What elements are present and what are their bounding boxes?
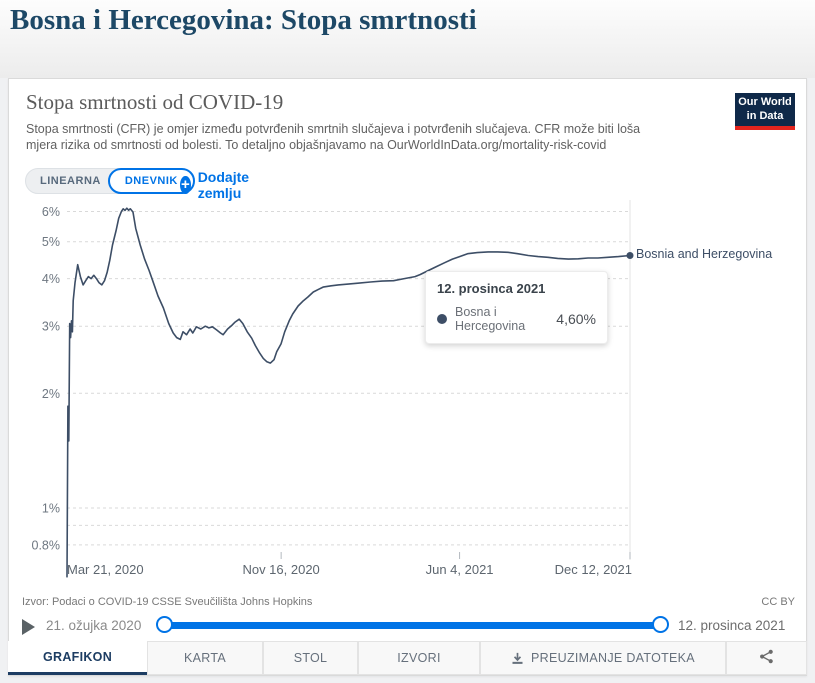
series-endpoint-label: Bosnia and Herzegovina — [636, 247, 773, 262]
chart-title: Stopa smrtnosti od COVID-19 — [26, 90, 284, 114]
owid-logo-line-2: in Data — [746, 110, 784, 122]
svg-text:1%: 1% — [42, 502, 60, 516]
tooltip-entity: Bosna i Hercegovina — [455, 305, 526, 333]
svg-text:0.8%: 0.8% — [32, 538, 61, 552]
share-icon — [759, 649, 774, 667]
add-country-label: Dodajte zemlju — [197, 169, 250, 201]
scale-linear-button[interactable]: LINEARNA — [25, 168, 118, 194]
svg-text:4%: 4% — [42, 272, 60, 286]
download-icon — [511, 652, 524, 665]
svg-text:Dec 12, 2021: Dec 12, 2021 — [555, 562, 632, 577]
tooltip-date: 12. prosinca 2021 — [437, 281, 546, 296]
timeline-track[interactable] — [164, 622, 660, 629]
timeline-end-date: 12. prosinca 2021 — [678, 618, 786, 633]
svg-text:3%: 3% — [42, 320, 60, 334]
owid-logo[interactable]: Our World in Data — [735, 93, 795, 130]
source-text: Izvor: Podaci o COVID-19 CSSE Sveučilišt… — [22, 596, 313, 608]
add-country-button[interactable]: + Dodajte zemlju — [180, 169, 256, 201]
tab-grafikon[interactable]: GRAFIKON — [8, 641, 147, 675]
series-color-dot — [437, 314, 447, 324]
source-row: Izvor: Podaci o COVID-19 CSSE Sveučilišt… — [22, 596, 795, 608]
svg-text:Mar 21, 2020: Mar 21, 2020 — [67, 562, 144, 577]
tab-stol[interactable]: STOL — [263, 641, 358, 675]
tab-bar: GRAFIKON KARTA STOL IZVORI PREUZIMANJE D… — [8, 641, 807, 675]
svg-text:2%: 2% — [42, 387, 60, 401]
plus-icon: + — [180, 176, 191, 194]
tab-preuzimanje-datoteka[interactable]: PREUZIMANJE DATOTEKA — [480, 641, 726, 675]
svg-text:5%: 5% — [42, 235, 60, 249]
tab-share[interactable] — [726, 641, 807, 675]
svg-text:Jun 4, 2021: Jun 4, 2021 — [426, 562, 494, 577]
play-icon — [22, 619, 35, 635]
svg-text:6%: 6% — [42, 205, 60, 219]
page-header-band: Bosna i Hercegovina: Stopa smrtnosti — [0, 0, 815, 78]
tab-izvori[interactable]: IZVORI — [358, 641, 480, 675]
timeline-start-handle[interactable] — [156, 616, 173, 633]
chart-subtitle-line-1: Stopa smrtnosti (CFR) je omjer između po… — [26, 122, 641, 136]
chart-subtitle: Stopa smrtnosti (CFR) je omjer između po… — [26, 121, 696, 153]
tooltip-value: 4,60% — [556, 311, 596, 327]
chart-tooltip: 12. prosinca 2021 Bosna i Hercegovina 4,… — [425, 271, 608, 344]
license-link[interactable]: CC BY — [761, 596, 795, 608]
page-title: Bosna i Hercegovina: Stopa smrtnosti — [10, 4, 477, 36]
timeline-end-handle[interactable] — [652, 616, 669, 633]
tab-karta[interactable]: KARTA — [147, 641, 263, 675]
timeline: 21. ožujka 2020 12. prosinca 2021 — [20, 614, 800, 642]
play-button[interactable] — [22, 619, 40, 636]
tooltip-row: Bosna i Hercegovina 4,60% — [437, 305, 596, 333]
owid-logo-line-1: Our World — [738, 96, 792, 108]
chart-subtitle-line-2: mjera rizika od smrtnosti od bolesti. To… — [26, 138, 607, 152]
svg-text:Nov 16, 2020: Nov 16, 2020 — [242, 562, 319, 577]
timeline-start-date: 21. ožujka 2020 — [46, 618, 142, 633]
